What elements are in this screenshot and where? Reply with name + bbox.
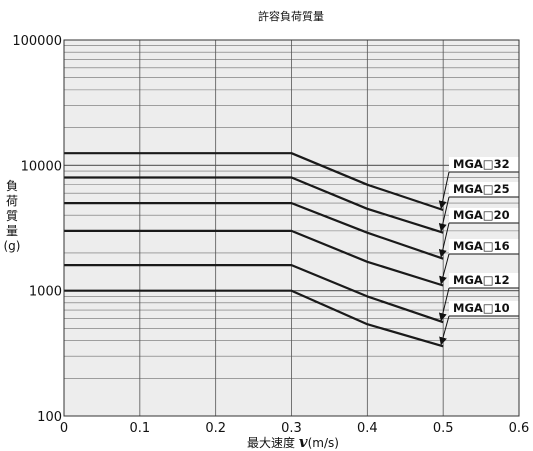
x-tick-label: 0.4 (357, 421, 378, 436)
y-axis-tick-labels: 100 1000 10000 100000 (12, 34, 62, 425)
series-label: MGA□20 (453, 208, 510, 222)
series-labels: MGA□32 MGA□25 MGA□20 MGA□16 MGA□12 MGA□10 (438, 157, 519, 346)
series-label-bg (449, 157, 519, 172)
series-label-bg (449, 208, 519, 223)
x-axis-label-var: v (299, 433, 308, 451)
series-line (64, 202, 444, 260)
y-axis-label-char: (g) (4, 239, 21, 253)
series-label-arrow (439, 315, 450, 346)
series-label: MGA□16 (453, 239, 510, 253)
y-tick-label: 1000 (29, 285, 62, 300)
series-label-arrow (439, 253, 450, 285)
y-tick-label: 10000 (21, 159, 62, 174)
x-tick-label: 0.3 (281, 421, 302, 436)
series-label: MGA□10 (453, 301, 510, 315)
series-label: MGA□25 (453, 182, 510, 196)
x-axis-label: 最大速度 v(m/s) (247, 433, 339, 451)
series-label: MGA□12 (453, 273, 510, 287)
series-label-arrow (438, 196, 450, 232)
series-group (64, 152, 444, 348)
series-label-arrow (438, 171, 450, 209)
y-axis-label-char: 負 (6, 179, 18, 193)
y-axis-label: 負荷質量(g) (4, 179, 21, 253)
series-label-bg (449, 182, 519, 197)
y-tick-label: 100000 (12, 34, 62, 49)
series-line (64, 152, 444, 212)
x-tick-label: 0.5 (433, 421, 454, 436)
x-tick-label: 0 (60, 421, 68, 436)
y-axis-label-char: 荷 (6, 194, 18, 208)
series-label-bg (449, 273, 519, 288)
series-label: MGA□32 (453, 157, 510, 171)
x-tick-label: 0.6 (509, 421, 530, 436)
y-tick-label: 100 (37, 410, 62, 425)
x-tick-label: 0.2 (205, 421, 226, 436)
series-line (64, 176, 444, 234)
series-label-bg (449, 301, 519, 316)
series-label-arrow (438, 287, 450, 322)
y-axis-label-char: 量 (6, 224, 18, 238)
series-label-arrow (438, 222, 450, 258)
y-axis-label-char: 質 (6, 208, 18, 223)
chart-title: 許容負荷質量 (258, 9, 324, 23)
series-line (64, 229, 444, 287)
plot-border (63, 39, 520, 417)
series-line (64, 289, 444, 348)
series-line (64, 264, 444, 324)
x-tick-label: 0.1 (129, 421, 150, 436)
x-axis-tick-labels: 0 0.1 0.2 0.3 0.4 0.5 0.6 (60, 421, 529, 436)
series-label-bg (449, 239, 519, 254)
